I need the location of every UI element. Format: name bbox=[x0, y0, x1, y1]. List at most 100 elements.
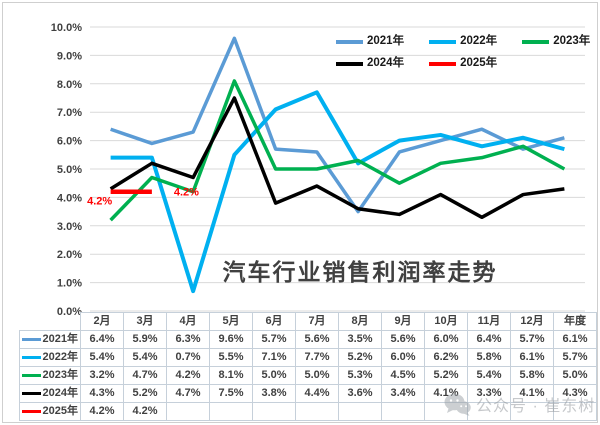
legend-label: 2022年 bbox=[460, 35, 498, 48]
table-cell bbox=[381, 402, 425, 421]
legend-key-dash bbox=[336, 62, 363, 66]
table-cell: 5.6% bbox=[295, 330, 339, 349]
table-col-header: 9月 bbox=[381, 312, 425, 331]
table-header-row: 2月 3月 4月 5月 6月 7月 8月 9月 10月 11月 12月 年度 bbox=[20, 312, 597, 331]
series-line-2023年 bbox=[109, 79, 566, 222]
table-cell: 3.5% bbox=[338, 330, 382, 349]
table-col-header: 7月 bbox=[295, 312, 339, 331]
series-key-dash bbox=[21, 355, 41, 359]
table-cell bbox=[338, 402, 382, 421]
table-col-header: 11月 bbox=[467, 312, 511, 331]
table-row-label: 2023年 bbox=[42, 369, 78, 381]
legend-item-2022年: 2022年 bbox=[427, 35, 500, 49]
table-cell: 3.2% bbox=[80, 366, 124, 385]
legend-row: 2024年 2025年 bbox=[334, 53, 592, 75]
legend-row: 2021年 2022年 2023年 bbox=[334, 31, 593, 53]
table-corner-blank bbox=[20, 313, 81, 331]
table-cell bbox=[553, 402, 597, 421]
legend-key-dash bbox=[336, 40, 363, 44]
table-row-header: 2023年 bbox=[19, 366, 81, 385]
legend-label: 2023年 bbox=[553, 35, 591, 48]
table-col-header: 10月 bbox=[424, 312, 468, 331]
table-row-label: 2022年 bbox=[42, 351, 78, 363]
table-cell: 6.4% bbox=[80, 330, 124, 349]
legend-key-dash bbox=[429, 40, 457, 44]
table-cell: 3.3% bbox=[467, 384, 511, 403]
table-cell: 4.1% bbox=[510, 384, 554, 403]
series-line-2021年 bbox=[110, 36, 565, 214]
y-axis-tick-label: 2.0% bbox=[57, 249, 82, 261]
table-cell: 4.4% bbox=[295, 384, 339, 403]
y-axis-tick-label: 1.0% bbox=[57, 278, 82, 290]
table-col-header: 6月 bbox=[252, 312, 296, 331]
table-cell: 5.2% bbox=[338, 348, 382, 367]
table-col-header: 12月 bbox=[510, 312, 554, 331]
series-lines bbox=[109, 36, 566, 294]
table-cell: 7.7% bbox=[295, 348, 339, 367]
table-row-label: 2024年 bbox=[42, 387, 78, 399]
table-cell: 4.7% bbox=[123, 366, 167, 385]
table-cell bbox=[252, 402, 296, 421]
table-col-header: 8月 bbox=[338, 312, 382, 331]
series-line-2022年 bbox=[110, 90, 565, 294]
series-key-dash bbox=[21, 373, 41, 377]
table-cell: 3.8% bbox=[252, 384, 296, 403]
series-line-2024年 bbox=[109, 96, 565, 220]
table-col-header: 5月 bbox=[209, 312, 253, 331]
table-row-label: 2025年 bbox=[42, 405, 78, 417]
table-cell: 5.2% bbox=[123, 384, 167, 403]
y-axis-tick-label: 5.0% bbox=[57, 164, 82, 176]
table-cell bbox=[166, 402, 210, 421]
table-cell bbox=[424, 402, 468, 421]
table-cell bbox=[467, 402, 511, 421]
y-axis-tick-label: 10.0% bbox=[51, 22, 82, 34]
table-cell: 5.8% bbox=[467, 348, 511, 367]
legend-item-2025年: 2025年 bbox=[427, 57, 500, 71]
table-cell: 4.2% bbox=[123, 402, 167, 421]
y-axis-tick-label: 9.0% bbox=[57, 50, 82, 62]
table-cell: 8.1% bbox=[209, 366, 253, 385]
y-axis-tick-label: 4.0% bbox=[57, 192, 82, 204]
table-row-2021年: 2021年 6.4% 5.9% 6.3% 9.6% 5.7% 5.6% 3.5% 5.6% 6.0… bbox=[19, 330, 597, 349]
y-axis-tick-label: 0.0% bbox=[57, 306, 82, 318]
chart-title: 汽车行业销售利润率走势 bbox=[223, 259, 498, 285]
table-cell: 5.4% bbox=[123, 348, 167, 367]
table-cell: 5.9% bbox=[123, 330, 167, 349]
table-cell bbox=[510, 402, 554, 421]
legend-key-dash bbox=[522, 40, 550, 44]
table-cell: 5.2% bbox=[424, 366, 468, 385]
y-axis-tick-label: 8.0% bbox=[57, 79, 82, 91]
table-cell bbox=[295, 402, 339, 421]
table-cell: 4.7% bbox=[166, 384, 210, 403]
table-cell: 5.3% bbox=[338, 366, 382, 385]
table-col-header: 3月 bbox=[123, 312, 167, 331]
table-cell: 6.1% bbox=[510, 348, 554, 367]
legend-label: 2024年 bbox=[367, 57, 405, 70]
data-label: 4.2% bbox=[174, 187, 199, 199]
data-table: 2月 3月 4月 5月 6月 7月 8月 9月 10月 11月 12月 年度 2021年 6.4% 5.9%… bbox=[19, 312, 597, 421]
table-row-header: 2024年 bbox=[19, 384, 81, 403]
y-axis-tick-label: 3.0% bbox=[57, 221, 82, 233]
series-key-dash bbox=[21, 391, 41, 395]
table-cell: 6.0% bbox=[424, 330, 468, 349]
y-axis-tick-label: 7.0% bbox=[57, 107, 82, 119]
table-cell: 5.0% bbox=[553, 366, 597, 385]
table-cell: 4.2% bbox=[166, 366, 210, 385]
series-key-dash bbox=[21, 409, 41, 413]
table-cell: 5.6% bbox=[381, 330, 425, 349]
table-cell: 3.4% bbox=[381, 384, 425, 403]
series-key-dash bbox=[21, 337, 41, 341]
table-cell: 6.0% bbox=[381, 348, 425, 367]
table-cell: 6.1% bbox=[553, 330, 597, 349]
table-row-header: 2021年 bbox=[19, 330, 81, 349]
y-axis-tick-label: 6.0% bbox=[57, 136, 82, 148]
table-cell: 7.5% bbox=[209, 384, 253, 403]
table-cell: 4.1% bbox=[424, 384, 468, 403]
series-data-labels: 4.2% 4.2% bbox=[87, 187, 199, 208]
table-row-2023年: 2023年 3.2% 4.7% 4.2% 8.1% 5.0% 5.0% 5.3% 4.5% 5.2… bbox=[19, 366, 597, 385]
table-cell: 3.6% bbox=[338, 384, 382, 403]
table-row-2024年: 2024年 4.3% 5.2% 4.7% 7.5% 3.8% 4.4% 3.6% 3.4% 4.1… bbox=[19, 384, 597, 403]
chart-legend: 2021年 2022年 2023年 2024年 2025年 bbox=[334, 31, 593, 75]
table-col-header: 2月 bbox=[80, 312, 124, 331]
